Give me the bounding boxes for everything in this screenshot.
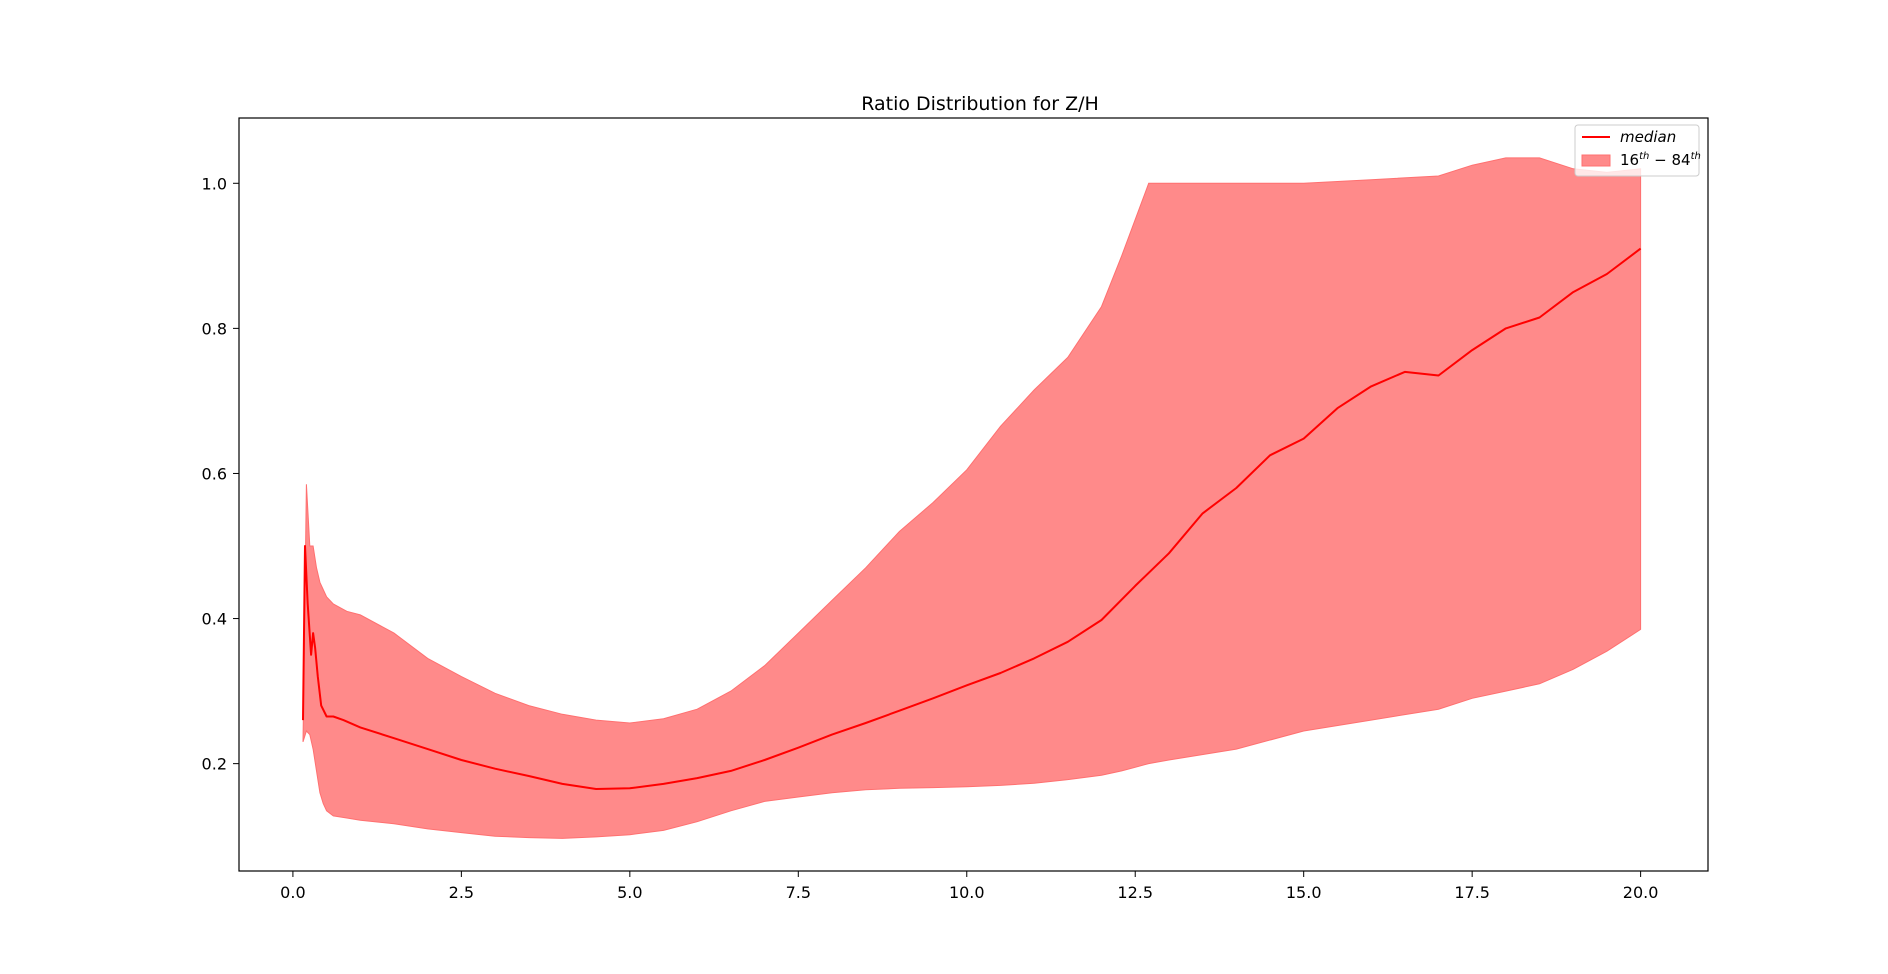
legend-median-label: median <box>1620 128 1676 146</box>
x-tick-label: 20.0 <box>1623 883 1659 902</box>
axes-frame <box>238 117 1709 872</box>
y-tick-label: 0.2 <box>202 755 227 774</box>
x-axis: 0.0 2.5 5.0 7.5 10.0 12.5 15.0 17.5 20.0 <box>280 871 1658 902</box>
x-tick-label: 17.5 <box>1454 883 1490 902</box>
x-tick-label: 10.0 <box>949 883 985 902</box>
legend-band-label: 16th − 84th <box>1620 151 1701 169</box>
x-tick-label: 2.5 <box>449 883 474 902</box>
plot-area <box>302 157 1642 839</box>
y-tick-label: 0.8 <box>202 319 227 338</box>
chart-title: Ratio Distribution for Z/H <box>861 93 1099 115</box>
x-tick-label: 7.5 <box>786 883 811 902</box>
x-tick-label: 12.5 <box>1117 883 1153 902</box>
y-tick-label: 0.4 <box>202 610 227 629</box>
legend: median 16th − 84th <box>1574 124 1701 177</box>
y-axis: 0.2 0.4 0.6 0.8 1.0 <box>202 174 239 774</box>
y-tick-label: 0.6 <box>202 464 227 483</box>
y-tick-label: 1.0 <box>202 174 227 193</box>
x-tick-label: 5.0 <box>617 883 642 902</box>
median-line <box>302 247 1642 790</box>
percentile-band <box>302 157 1642 839</box>
x-tick-label: 15.0 <box>1286 883 1322 902</box>
x-tick-label: 0.0 <box>280 883 305 902</box>
legend-band-swatch <box>1581 154 1611 167</box>
